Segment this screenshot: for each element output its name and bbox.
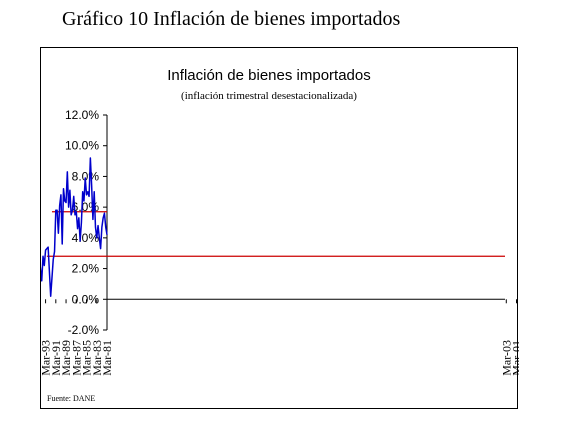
x-tick-label: Mar-91 [49,340,63,376]
chart-frame: Inflación de bienes importados (inflació… [40,47,519,409]
y-tick-label: 12.0% [65,108,99,122]
x-tick-label: Mar-81 [100,340,114,376]
x-tick-label: Mar-85 [80,340,94,376]
y-tick-label: 8.0% [72,169,100,183]
x-tick-label: Mar-87 [69,340,83,376]
y-tick-label: 2.0% [72,262,100,276]
y-tick-label: 4.0% [72,231,100,245]
average-lines [46,211,505,257]
y-tick-label: -2.0% [68,323,100,337]
series-line [41,157,108,297]
chart-title: Inflación de bienes importados [167,67,370,84]
figure-heading: Gráfico 10 Inflación de bienes importado… [62,8,401,30]
x-tick-label: Mar-03 [499,340,513,376]
y-tick-label: 10.0% [65,139,99,153]
y-tick-label: 0.0% [72,292,100,306]
x-tick-label: Mar-83 [90,340,104,376]
x-tick-label: Mar-89 [59,340,73,376]
x-tick-label: Mar-93 [41,340,53,376]
x-axis: Mar-81Mar-83Mar-85Mar-87Mar-89Mar-91Mar-… [41,298,519,376]
chart-subtitle: (inflación trimestral desestacionalizada… [181,90,357,102]
source-note: Fuente: DANE [47,394,95,403]
series-lines [41,157,108,297]
x-tick-label: Mar-01 [510,340,519,376]
x-tick-label: Mar-95 [41,340,42,376]
inflation-line-chart: Inflación de bienes importados (inflació… [41,67,519,403]
y-axis: -2.0%0.0%2.0%4.0%6.0%8.0%10.0%12.0% [65,108,108,337]
